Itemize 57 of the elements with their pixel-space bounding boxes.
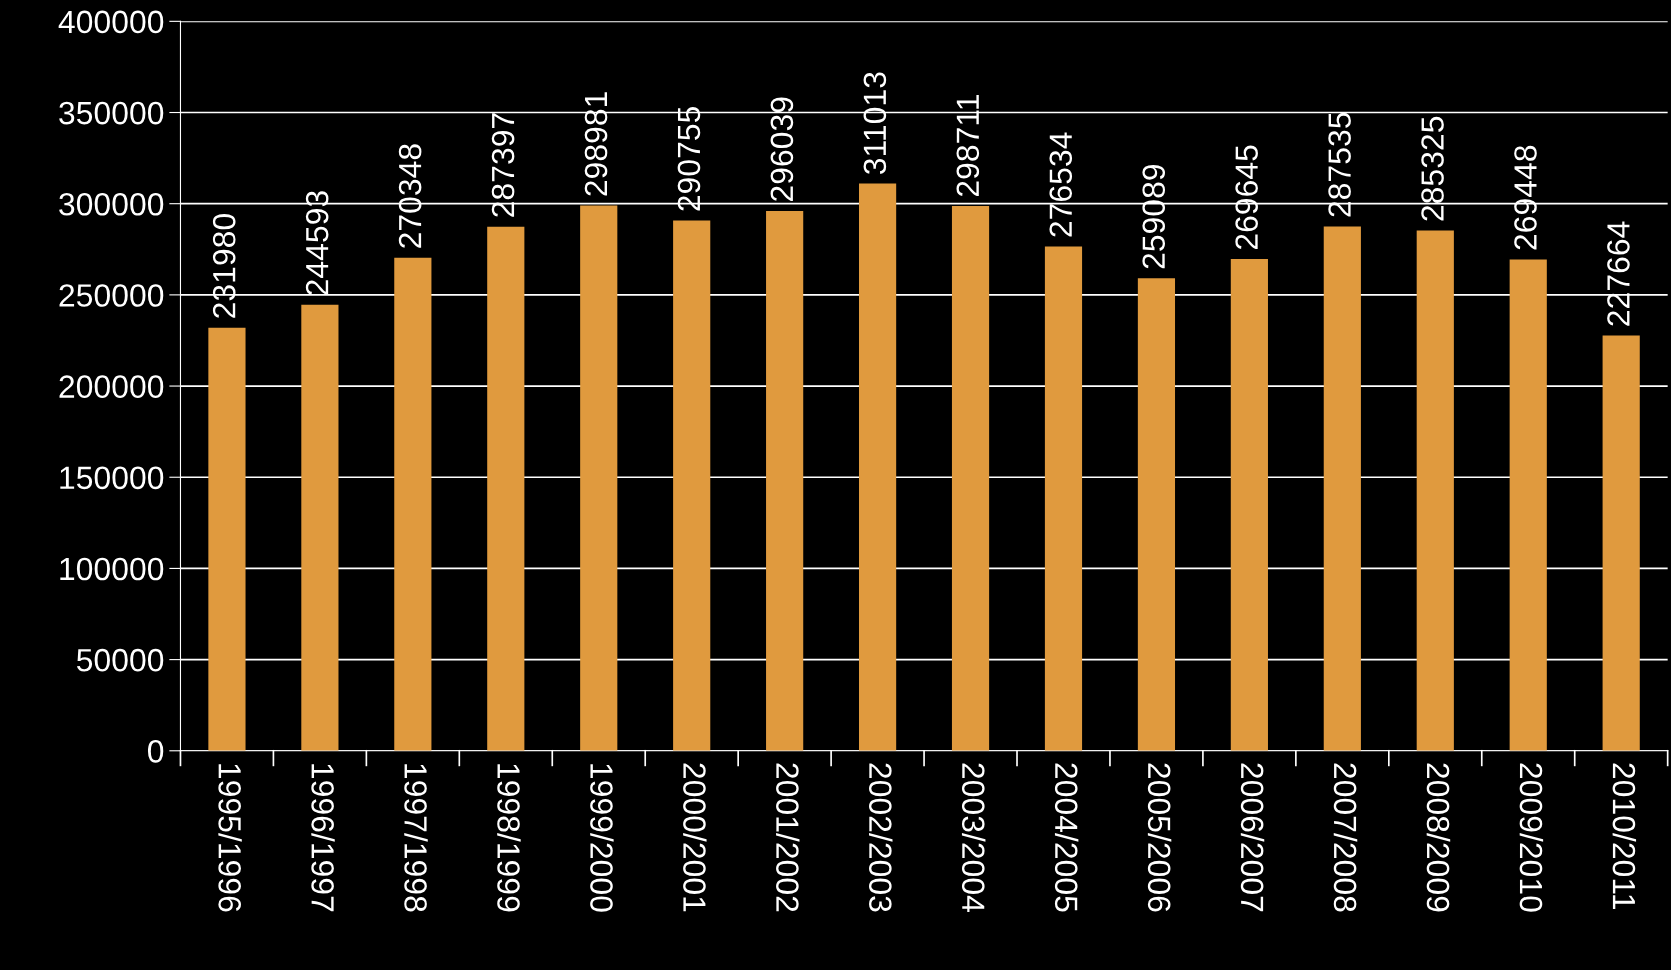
data-label: 287397 [491, 113, 515, 217]
bar [1416, 230, 1454, 751]
x-tick-label: 1998/1999 [497, 764, 521, 912]
bar [766, 210, 804, 751]
data-label: 269645 [1235, 145, 1258, 250]
data-label: 290755 [677, 106, 701, 211]
data-label: 298981 [584, 92, 608, 196]
y-tick-label: 200000 [59, 375, 164, 398]
x-tick-label: 2003/2004 [961, 763, 986, 912]
y-tick-label: 150000 [60, 466, 164, 490]
y-tick-label: 250000 [59, 284, 164, 307]
x-tick-label: 2005/2006 [1147, 763, 1172, 912]
bar [1044, 246, 1083, 751]
data-label: 287535 [1328, 112, 1351, 217]
y-tick-label: 300000 [59, 192, 164, 216]
y-tick-label: 100000 [60, 557, 164, 581]
bar [1602, 335, 1640, 751]
data-label: 227664 [1607, 221, 1630, 326]
bar [951, 206, 990, 751]
bar [1509, 259, 1547, 751]
data-label: 311013 [863, 72, 887, 175]
bar [859, 183, 897, 751]
data-label: 285325 [1421, 116, 1444, 221]
x-tick-label: 2006/2007 [1240, 763, 1265, 912]
x-tick-label: 2002/2003 [869, 763, 893, 912]
data-label: 244593 [305, 191, 329, 295]
x-tick-label: 1996/1997 [311, 764, 335, 912]
x-tick-label: 2007/2008 [1333, 763, 1358, 912]
x-tick-label: 2008/2009 [1426, 763, 1451, 912]
bar [1137, 278, 1176, 751]
x-tick-label: 1997/1998 [404, 764, 428, 912]
y-tick-label: 350000 [59, 101, 164, 125]
data-label: 231980 [212, 214, 236, 318]
bar [1323, 226, 1361, 751]
bar [580, 205, 618, 751]
bar [673, 220, 711, 751]
bar [394, 257, 432, 751]
y-tick-label: 0 [147, 740, 164, 763]
bar [208, 327, 246, 751]
data-label: 259089 [1142, 164, 1166, 269]
x-tick-label: 2001/2002 [776, 763, 800, 912]
data-label: 296039 [770, 97, 794, 201]
x-tick-label: 2004/2005 [1054, 763, 1079, 912]
x-tick-label: 2000/2001 [683, 763, 707, 912]
x-tick-label: 2010/2011 [1612, 763, 1637, 909]
data-label: 270348 [398, 144, 422, 248]
data-label: 269448 [1514, 145, 1537, 250]
y-tick-label: 50000 [76, 648, 164, 672]
bar [301, 304, 339, 751]
x-tick-label: 2009/2010 [1519, 763, 1544, 912]
y-tick-label: 400000 [58, 10, 164, 34]
data-label: 276534 [1049, 132, 1073, 237]
x-tick-label: 1999/2000 [590, 764, 614, 912]
data-label: 298711 [956, 95, 980, 197]
bar [1230, 259, 1268, 751]
bar [487, 226, 525, 751]
x-tick-label: 1995/1996 [218, 764, 242, 912]
